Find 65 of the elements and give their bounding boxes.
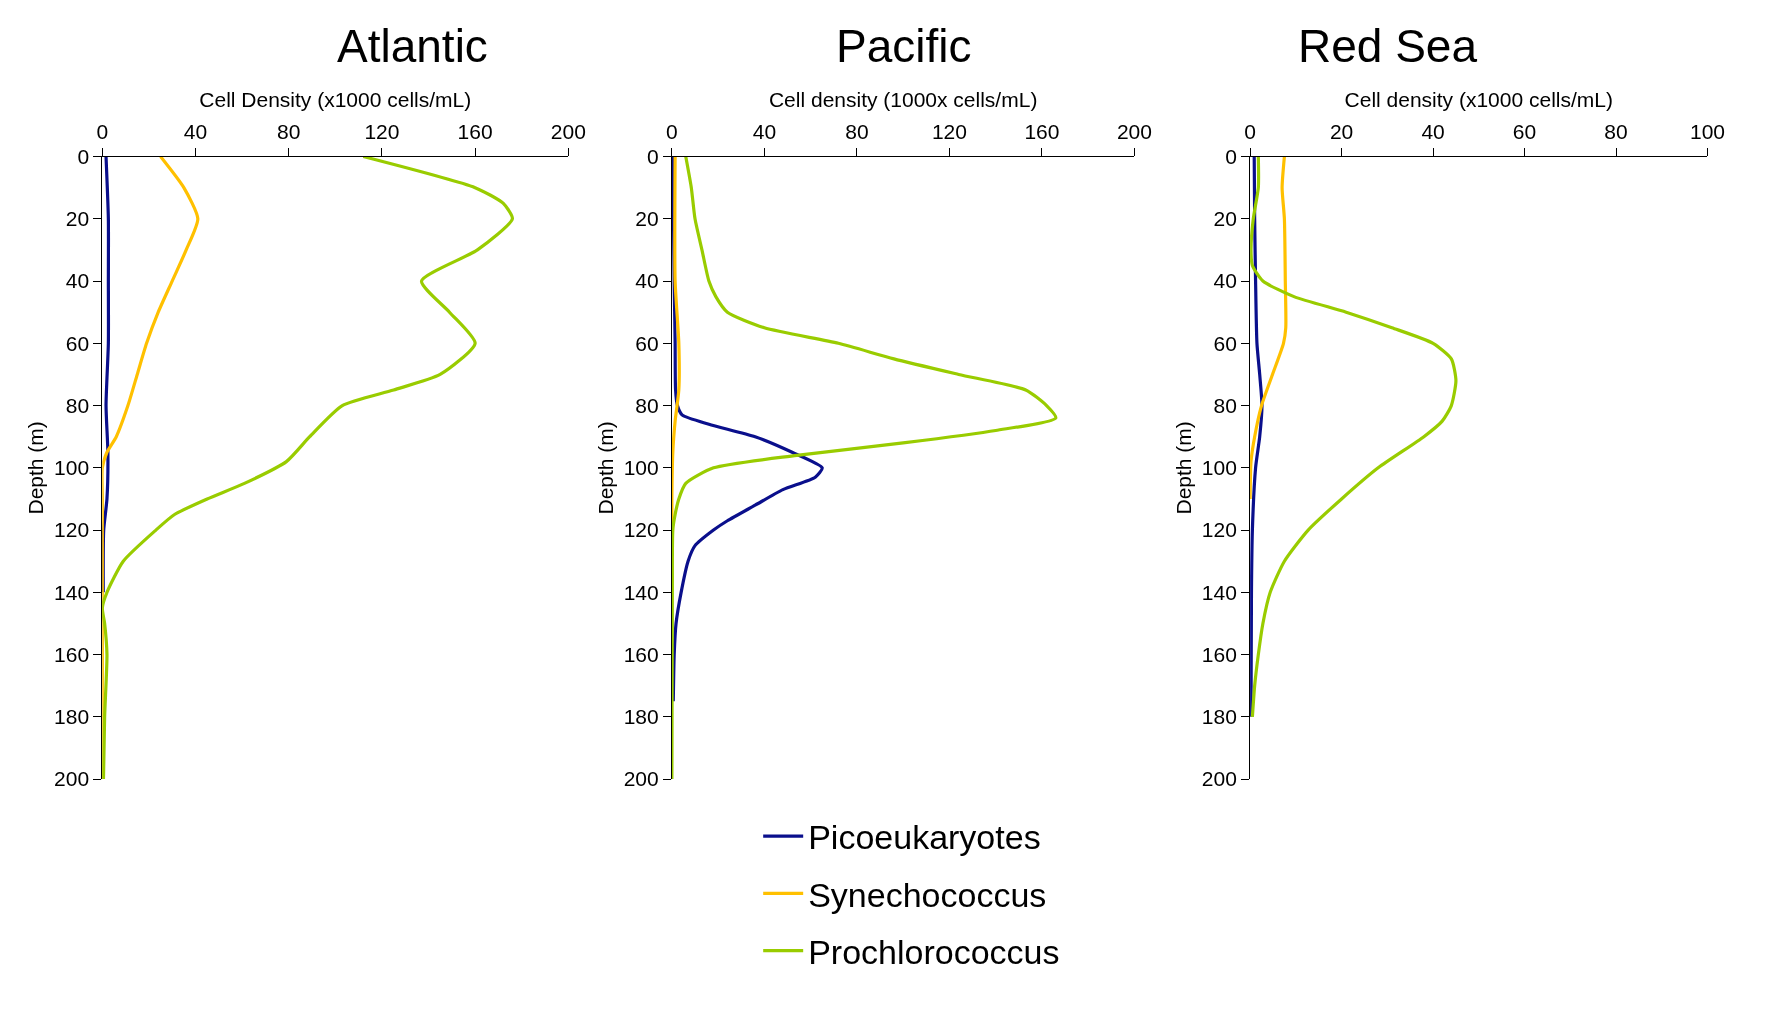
y-tick-label: 100 <box>54 456 90 480</box>
y-tick-label: 60 <box>635 331 659 355</box>
y-tick-label: 20 <box>1213 207 1237 231</box>
y-tick-label: 60 <box>65 331 90 355</box>
y-tick-label: 80 <box>635 393 659 417</box>
x-tick-label: 80 <box>845 120 869 144</box>
y-axis-title: Depth (m) <box>1171 421 1195 515</box>
y-tick-label: 80 <box>1213 393 1237 417</box>
y-tick-label: 180 <box>54 705 90 729</box>
x-tick-label: 120 <box>931 120 967 144</box>
y-tick-label: 140 <box>54 580 90 604</box>
legend-label: Picoeukaryotes <box>808 818 1041 857</box>
y-tick-label: 80 <box>65 393 90 417</box>
y-tick-label: 40 <box>635 269 659 293</box>
x-axis-title: Cell Density (x1000 cells/mL) <box>199 88 472 112</box>
y-tick-label: 140 <box>623 580 659 604</box>
y-tick-label: 160 <box>54 642 90 666</box>
x-tick-label: 80 <box>277 120 301 144</box>
x-tick-label: 160 <box>457 120 493 144</box>
y-tick-label: 20 <box>635 207 659 231</box>
x-tick-label: 40 <box>752 120 777 144</box>
legend-label: Prochlorococcus <box>808 932 1060 971</box>
y-tick-label: 60 <box>1213 331 1237 355</box>
y-tick-label: 0 <box>1225 144 1237 168</box>
y-axis-title: Depth (m) <box>24 421 48 515</box>
y-tick-label: 200 <box>54 767 90 791</box>
x-axis-title: Cell density (x1000 cells/mL) <box>1344 88 1613 112</box>
x-tick-label: 60 <box>1512 120 1537 144</box>
line-series <box>1250 156 1288 501</box>
x-tick-label: 0 <box>1244 120 1256 144</box>
y-tick-label: 40 <box>1213 269 1237 293</box>
y-tick-label: 160 <box>623 642 659 666</box>
x-tick-label: 0 <box>666 120 678 144</box>
y-tick-label: 20 <box>65 207 90 231</box>
y-tick-label: 40 <box>65 269 90 293</box>
y-tick-label: 180 <box>623 705 659 729</box>
y-tick-label: 160 <box>1201 642 1237 666</box>
y-tick-label: 0 <box>77 144 90 168</box>
x-tick-label: 80 <box>1604 120 1628 144</box>
x-tick-label: 200 <box>1116 120 1152 144</box>
x-tick-label: 160 <box>1024 120 1060 144</box>
x-tick-label: 100 <box>1689 120 1725 144</box>
chart-title: Red Sea <box>1298 20 1478 72</box>
x-tick-label: 200 <box>550 120 586 144</box>
x-tick-label: 40 <box>183 120 208 144</box>
y-axis-title: Depth (m) <box>593 421 617 515</box>
y-tick-label: 100 <box>1201 456 1237 480</box>
y-tick-label: 140 <box>1201 580 1237 604</box>
y-tick-label: 200 <box>1201 767 1237 791</box>
x-tick-label: 20 <box>1329 120 1354 144</box>
y-tick-label: 0 <box>646 144 659 168</box>
y-tick-label: 120 <box>54 518 90 542</box>
x-tick-label: 120 <box>364 120 400 144</box>
legend-label: Synechococcus <box>808 875 1047 914</box>
line-series <box>1250 156 1458 719</box>
chart-title: Atlantic <box>337 20 488 72</box>
y-tick-label: 200 <box>623 767 659 791</box>
chart-title: Pacific <box>836 20 972 72</box>
y-tick-label: 100 <box>623 456 659 480</box>
y-tick-label: 180 <box>1201 705 1237 729</box>
y-tick-label: 120 <box>623 518 659 542</box>
y-tick-label: 120 <box>1201 518 1237 542</box>
x-axis-title: Cell density (1000x cells/mL) <box>768 88 1038 112</box>
x-tick-label: 40 <box>1421 120 1445 144</box>
x-tick-label: 0 <box>96 120 109 144</box>
